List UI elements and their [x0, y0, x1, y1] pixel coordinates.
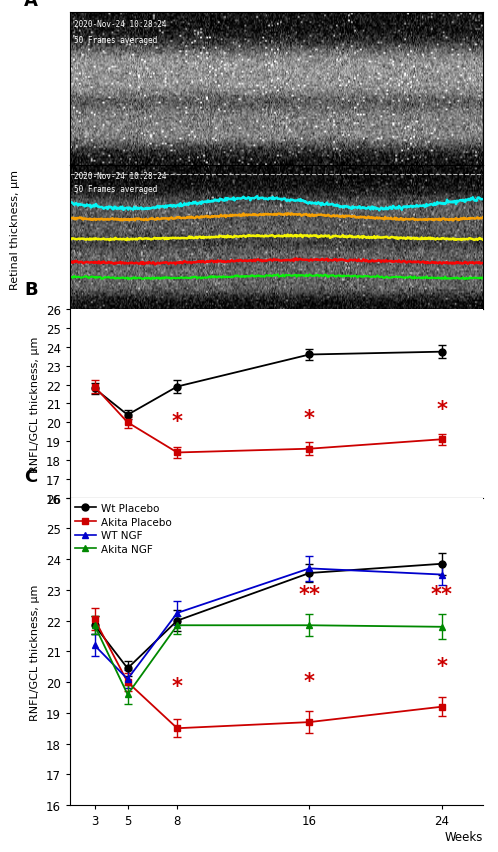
Text: C: C — [24, 468, 37, 486]
Text: B: B — [24, 280, 38, 298]
Text: *: * — [304, 671, 315, 692]
Text: Weeks: Weeks — [445, 517, 483, 530]
Y-axis label: RNFL/GCL thickness, μm: RNFL/GCL thickness, μm — [30, 584, 40, 720]
Text: 50 Frames averaged: 50 Frames averaged — [74, 185, 157, 194]
Text: *: * — [304, 408, 315, 429]
Text: *: * — [172, 412, 183, 431]
Text: *: * — [436, 656, 447, 676]
Text: 2020-Nov-24 10:28:24: 2020-Nov-24 10:28:24 — [74, 20, 167, 30]
Text: *: * — [172, 676, 183, 696]
Text: **: ** — [298, 584, 320, 604]
Text: *: * — [436, 399, 447, 419]
Text: 50 Frames averaged: 50 Frames averaged — [74, 36, 157, 45]
Y-axis label: RNFL/GCL thickness, μm: RNFL/GCL thickness, μm — [30, 336, 40, 472]
Text: A: A — [24, 0, 38, 9]
Text: **: ** — [431, 584, 453, 604]
Text: 2020-Nov-24 10:28:24: 2020-Nov-24 10:28:24 — [74, 171, 167, 181]
Legend: Wt Placebo, Akita Placebo, WT NGF, Akita NGF: Wt Placebo, Akita Placebo, WT NGF, Akita… — [75, 504, 172, 554]
Text: Retinal thickness, μm: Retinal thickness, μm — [10, 170, 20, 290]
Text: Weeks: Weeks — [445, 830, 483, 843]
